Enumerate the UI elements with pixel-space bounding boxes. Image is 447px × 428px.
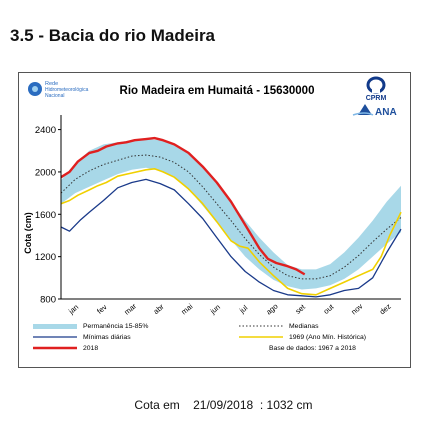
x-tick-label-abr: abr [152, 302, 166, 316]
chart-frame: Rede Hidrometeorológica Nacional Rio Mad… [18, 72, 411, 368]
y-axis-label: Cota (cm) [23, 212, 33, 254]
x-tick-label-dez: dez [378, 302, 393, 317]
ana-logo-text: ANA [375, 107, 397, 118]
series-2018 [60, 136, 306, 276]
legend-label-1969: 1969 (Ano Mín. Histórica) [289, 334, 366, 341]
rede-logo-line2: Hidrometeorológica [45, 87, 89, 93]
legend-label-base-dados: Base de dados: 1967 a 2018 [269, 345, 356, 352]
cprm-logo-text: CPRM [366, 95, 387, 102]
x-tick-label-nov: nov [349, 302, 364, 317]
y-tick-label: 800 [40, 295, 56, 306]
x-tick-label-jan: jan [66, 302, 80, 316]
legend-label-band: Permanência 15-85% [83, 323, 148, 330]
rede-logo-line1: Rede [45, 81, 58, 87]
section-title: 3.5 - Bacia do rio Madeira [10, 26, 216, 45]
ana-logo-icon [358, 104, 372, 115]
x-tick-label-ago: ago [264, 302, 279, 317]
y-tick-label: 2400 [35, 125, 56, 136]
series-medianas [60, 154, 402, 280]
footer-label: Cota em [134, 398, 180, 412]
ana-logo: ANA [352, 104, 397, 118]
footer-reading: Cota em 21/09/2018 : 1032 cm [0, 398, 447, 412]
hydrograph-chart: Rede Hidrometeorológica Nacional Rio Mad… [23, 76, 402, 352]
series-band-permanencia [61, 139, 401, 290]
band-layer [61, 139, 401, 290]
y-tick-label: 2000 [35, 167, 56, 178]
footer-value: : 1032 cm [259, 398, 313, 412]
series-1969 [60, 168, 402, 296]
cprm-logo: CPRM [366, 76, 387, 102]
x-tick-label-mar: mar [122, 301, 138, 317]
x-tick-label-out: out [322, 302, 336, 316]
series-minimas [60, 178, 402, 298]
rede-logo-line3: Nacional [45, 93, 64, 99]
rede-logo: Rede Hidrometeorológica Nacional [28, 81, 89, 99]
x-tick-label-jun: jun [208, 302, 222, 316]
legend-label-medianas: Medianas [289, 323, 319, 330]
x-tick-label-mai: mai [179, 302, 194, 317]
x-tick-label-jul: jul [237, 303, 250, 316]
x-tick-label-fev: fev [95, 302, 109, 315]
footer-date: 21/09/2018 [193, 398, 254, 412]
y-tick-label: 1200 [35, 252, 56, 263]
series-layer [60, 136, 402, 298]
legend-label-minimas: Mínimas diárias [83, 334, 131, 341]
x-tick-label-set: set [293, 302, 307, 316]
chart-title: Rio Madeira em Humaitá - 15630000 [120, 85, 315, 97]
legend-label-2018: 2018 [83, 345, 98, 352]
legend-swatch-band [33, 324, 77, 329]
y-tick-label: 1600 [35, 210, 56, 221]
legend: Permanência 15-85% Medianas Mínimas diária… [33, 323, 366, 352]
